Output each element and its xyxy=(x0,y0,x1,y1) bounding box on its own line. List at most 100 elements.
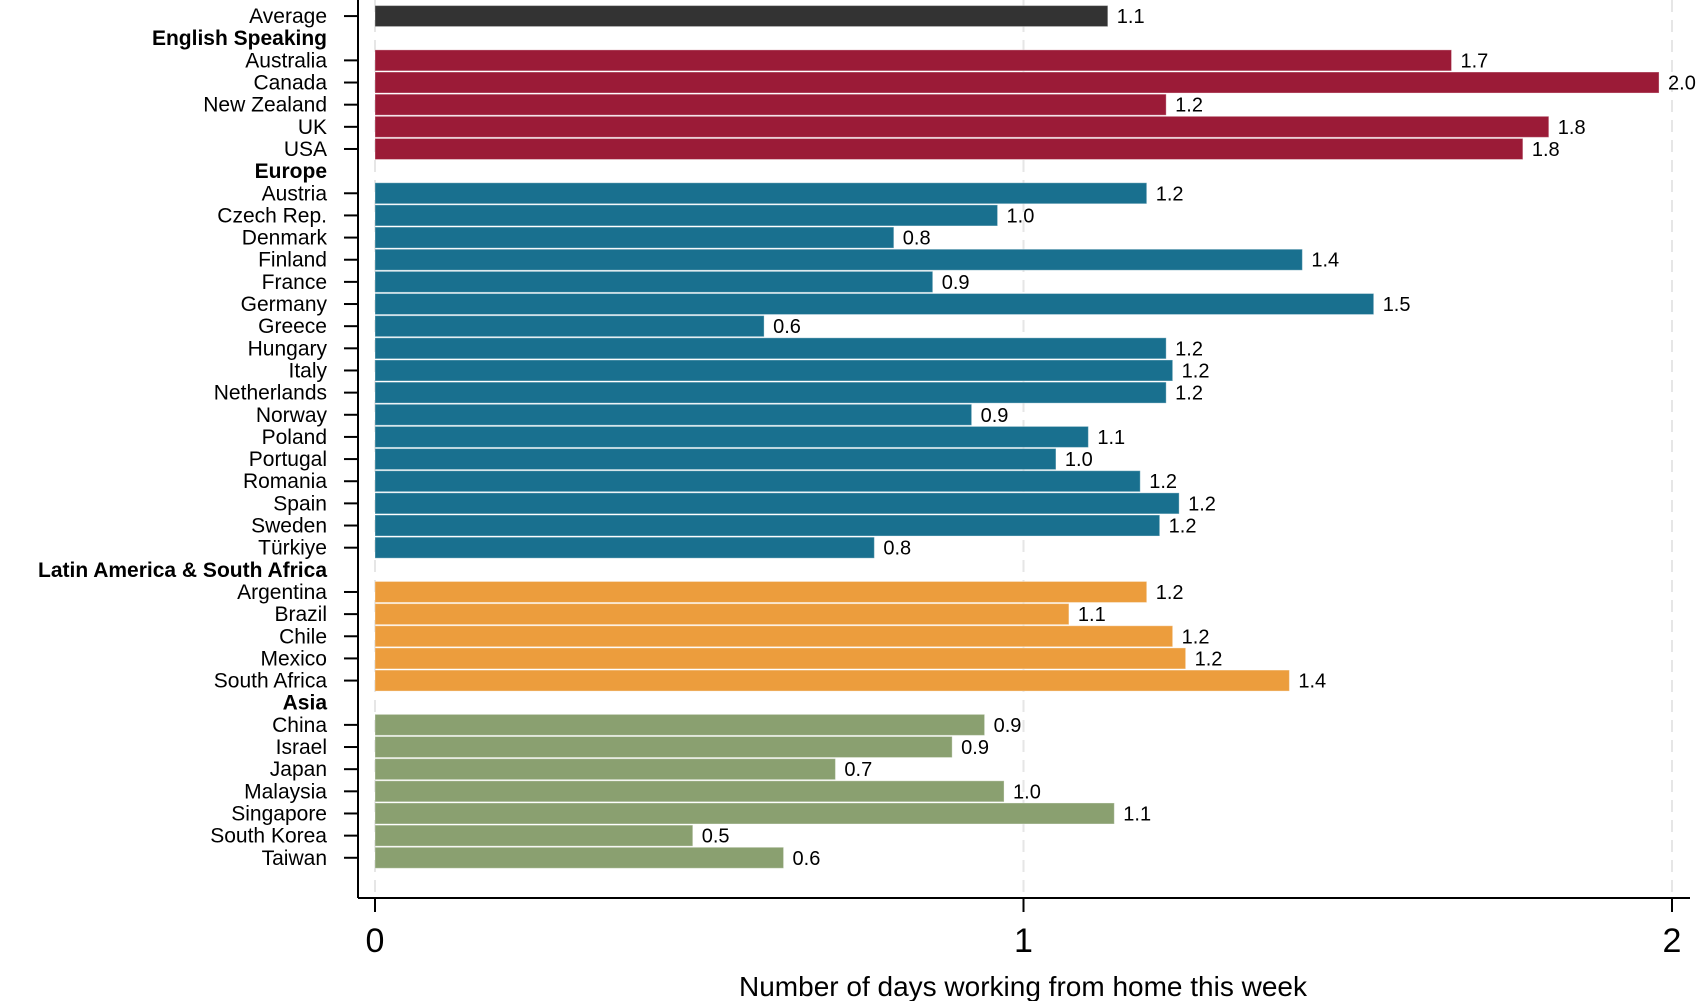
category-label: Chile xyxy=(279,625,327,648)
data-label: 1.8 xyxy=(1558,117,1586,139)
category-label: New Zealand xyxy=(203,94,327,117)
bar xyxy=(374,381,1167,404)
category-label: Czech Rep. xyxy=(217,204,327,227)
category-label: China xyxy=(272,714,327,737)
category-label: Australia xyxy=(245,49,327,72)
category-label: USA xyxy=(284,138,327,161)
bar xyxy=(374,49,1453,72)
category-label: South Africa xyxy=(214,670,328,693)
data-label: 0.8 xyxy=(883,538,911,560)
data-label: 1.1 xyxy=(1097,427,1125,449)
data-label: 0.9 xyxy=(981,405,1009,427)
data-label: 1.4 xyxy=(1311,250,1339,272)
category-label: France xyxy=(262,271,327,294)
bar xyxy=(374,315,765,338)
bar xyxy=(374,182,1148,205)
data-label: 1.2 xyxy=(1156,582,1184,604)
category-label: Malaysia xyxy=(244,780,327,803)
category-label: Sweden xyxy=(251,515,327,538)
category-label: Finland xyxy=(258,249,327,272)
category-label: Argentina xyxy=(237,581,327,604)
data-label: 1.2 xyxy=(1195,648,1223,670)
data-label: 1.2 xyxy=(1188,493,1216,515)
bar xyxy=(374,536,875,559)
data-label: 1.2 xyxy=(1156,183,1184,205)
group-label: Asia xyxy=(283,692,328,715)
category-label: Austria xyxy=(262,182,328,205)
category-label: South Korea xyxy=(210,825,327,848)
data-label: 1.5 xyxy=(1383,294,1411,316)
bar xyxy=(374,204,999,227)
category-label: Romania xyxy=(243,470,327,493)
bar xyxy=(374,846,785,869)
bar xyxy=(374,713,986,736)
data-label: 0.7 xyxy=(844,759,872,781)
category-label: Brazil xyxy=(274,603,327,626)
data-label: 1.1 xyxy=(1117,6,1145,28)
category-label: Mexico xyxy=(260,647,327,670)
group-label: English Speaking xyxy=(152,27,327,50)
x-tick-label: 2 xyxy=(1663,922,1682,960)
data-label: 1.8 xyxy=(1532,139,1560,161)
category-label: Singapore xyxy=(231,802,327,825)
data-label: 1.1 xyxy=(1123,803,1151,825)
category-label: Israel xyxy=(276,736,327,759)
bar xyxy=(374,5,1109,28)
data-label: 1.2 xyxy=(1175,95,1203,117)
bars xyxy=(374,5,1660,869)
data-label: 1.7 xyxy=(1461,50,1489,72)
data-label: 1.2 xyxy=(1182,626,1210,648)
data-label: 0.5 xyxy=(702,826,730,848)
bar xyxy=(374,403,973,426)
bar xyxy=(374,226,895,249)
axes xyxy=(344,0,1690,912)
data-label: 1.2 xyxy=(1182,360,1210,382)
bar xyxy=(374,492,1180,515)
bar xyxy=(374,802,1115,825)
category-label: Hungary xyxy=(248,337,328,360)
data-label: 1.2 xyxy=(1175,338,1203,360)
data-label: 1.2 xyxy=(1175,383,1203,405)
data-label: 0.6 xyxy=(773,316,801,338)
bar xyxy=(374,359,1174,382)
bar xyxy=(374,669,1290,692)
bar xyxy=(374,824,694,847)
category-label: Denmark xyxy=(242,227,328,250)
category-label: Italy xyxy=(288,359,327,382)
bar xyxy=(374,248,1303,271)
bar xyxy=(374,337,1167,360)
bar xyxy=(374,736,953,759)
group-label: Europe xyxy=(255,160,327,183)
data-label: 1.0 xyxy=(1007,205,1035,227)
category-label: Portugal xyxy=(249,448,327,471)
bar xyxy=(374,758,836,781)
bar xyxy=(374,780,1005,803)
data-label: 1.4 xyxy=(1298,671,1326,693)
category-label: Norway xyxy=(256,404,328,427)
category-label: Türkiye xyxy=(258,537,327,560)
bar xyxy=(374,448,1057,471)
category-label: UK xyxy=(298,116,327,139)
group-label: Latin America & South Africa xyxy=(38,559,327,582)
bar xyxy=(374,470,1141,493)
data-label: 0.9 xyxy=(961,737,989,759)
category-label: Greece xyxy=(258,315,327,338)
x-axis-title: Number of days working from home this we… xyxy=(739,971,1308,1001)
bar xyxy=(374,580,1148,603)
bar xyxy=(374,625,1174,648)
data-label: 0.6 xyxy=(793,848,821,870)
data-label: 0.8 xyxy=(903,228,931,250)
bar xyxy=(374,115,1550,138)
category-label: Canada xyxy=(253,72,327,95)
x-tick-label: 0 xyxy=(366,922,385,960)
category-label: Average xyxy=(249,5,327,28)
data-label: 0.9 xyxy=(994,715,1022,737)
bar xyxy=(374,603,1070,626)
category-label: Spain xyxy=(273,492,327,515)
data-label: 0.9 xyxy=(942,272,970,294)
bar xyxy=(374,137,1524,160)
data-label: 1.2 xyxy=(1149,471,1177,493)
